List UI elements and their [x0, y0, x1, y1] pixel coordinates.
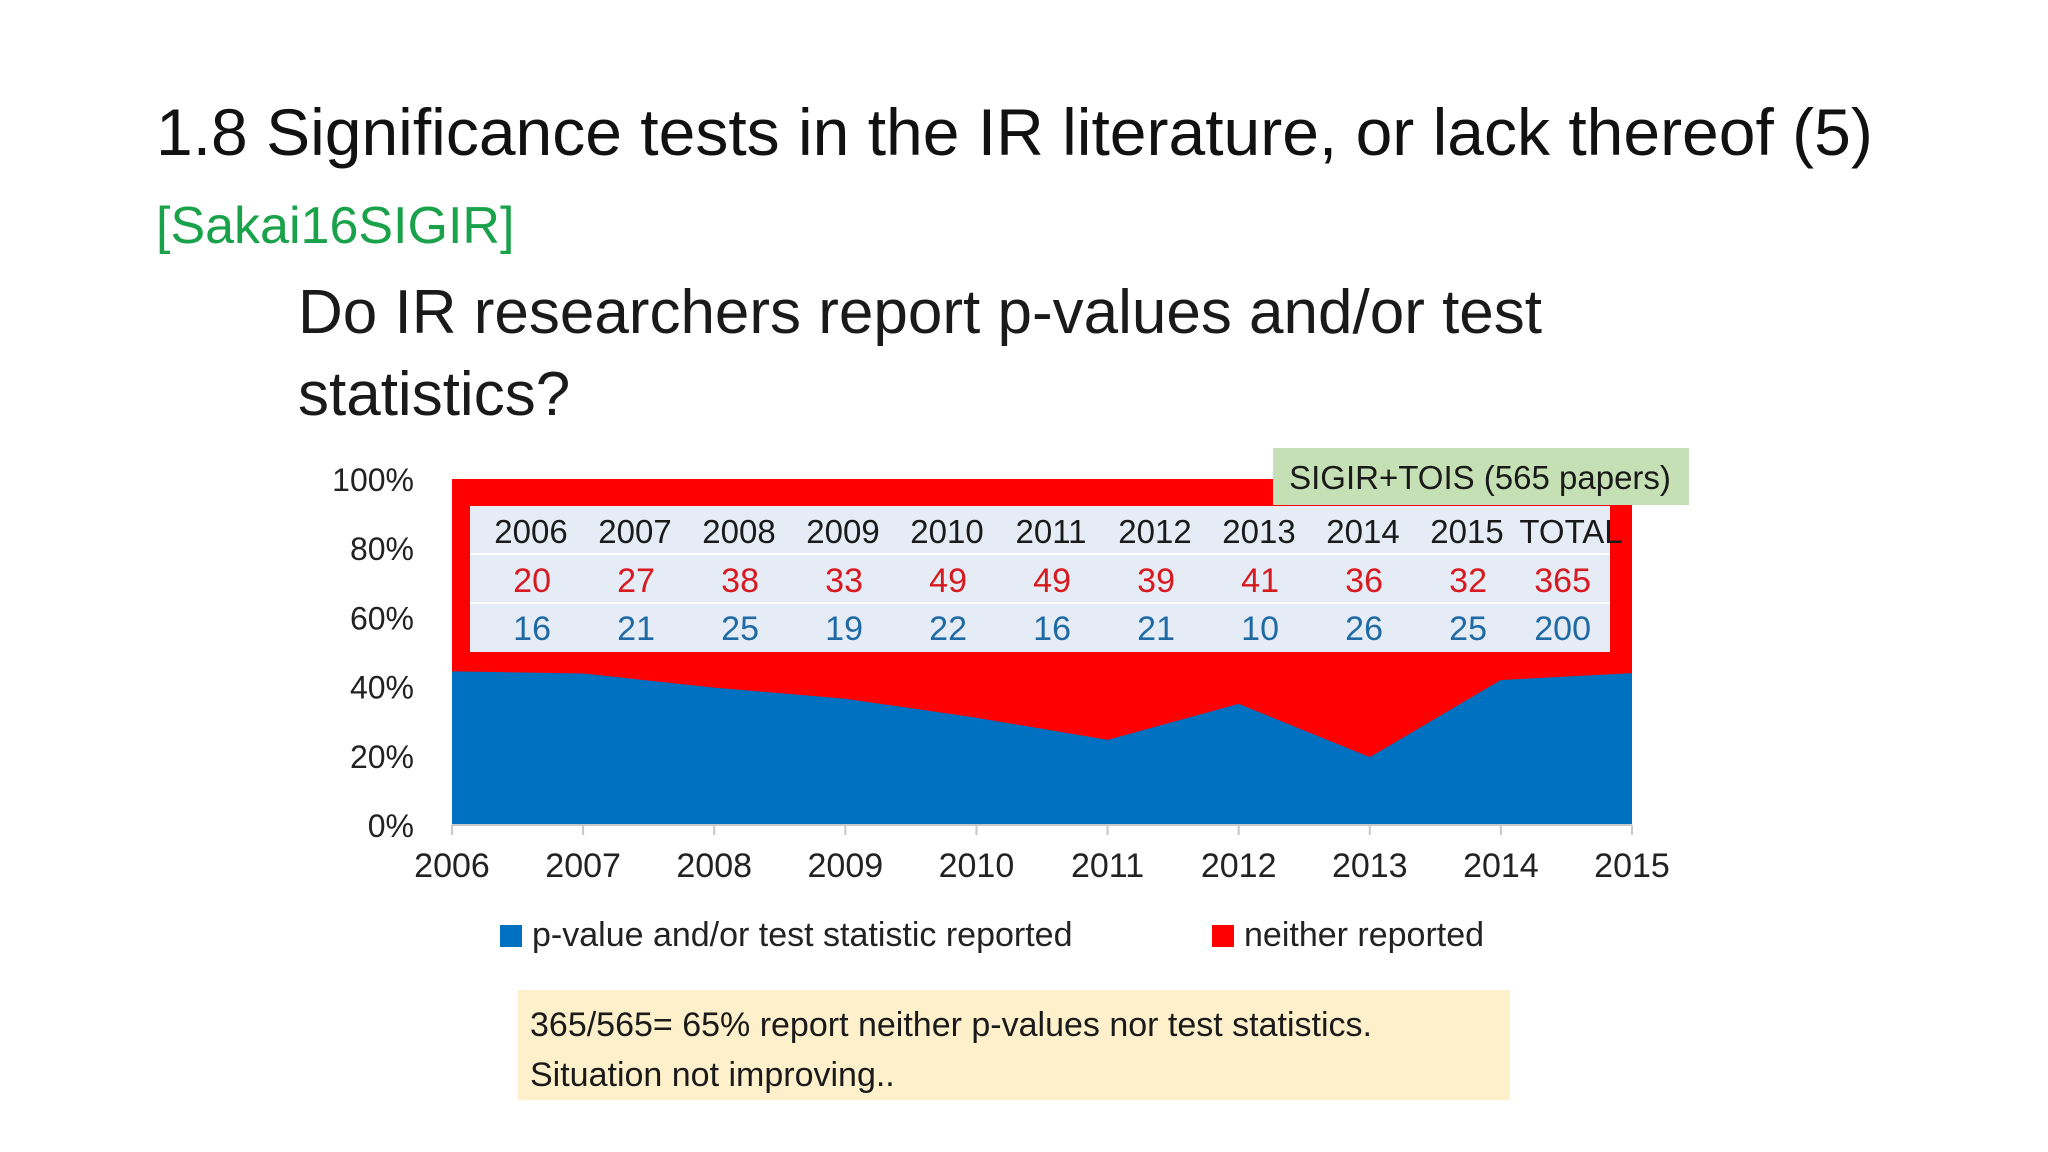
citation: [Sakai16SIGIR]	[156, 197, 515, 255]
table-header-cell: 2006	[494, 513, 567, 550]
table-neither-cell: 41	[1241, 562, 1279, 600]
table-neither-cell: 49	[929, 562, 967, 600]
y-tick-label: 80%	[350, 531, 414, 567]
papers-tag-background	[1273, 448, 1689, 505]
y-tick-label: 0%	[368, 808, 414, 844]
callout-line-1: 365/565= 65% report neither p-values nor…	[530, 1006, 1372, 1044]
legend-label-neither: neither reported	[1244, 916, 1485, 954]
y-tick-label: 60%	[350, 600, 414, 636]
legend-reported: p-value and/or test statistic reported	[500, 916, 1073, 955]
data-table-background	[470, 506, 1610, 652]
x-tick-label: 2015	[1594, 847, 1670, 885]
x-tick-label: 2014	[1463, 847, 1539, 885]
table-neither-cell: 365	[1534, 562, 1591, 600]
x-tick-label: 2010	[939, 847, 1015, 885]
table-reported-cell: 21	[1137, 610, 1175, 648]
table-reported-cell: 200	[1534, 610, 1591, 648]
callout-box: 365/565= 65% report neither p-values nor…	[518, 990, 1510, 1100]
table-reported-cell: 25	[721, 610, 759, 648]
table-neither-cell: 39	[1137, 562, 1175, 600]
legend-swatch-neither	[1212, 924, 1234, 947]
table-reported-cell: 16	[513, 610, 551, 648]
papers-tag-label: SIGIR+TOIS (565 papers)	[1289, 459, 1671, 496]
table-header-cell: 2013	[1222, 513, 1295, 550]
area-reported	[452, 671, 1632, 825]
table-header-cell: 2008	[702, 513, 775, 550]
table-header-cell: 2014	[1326, 513, 1399, 550]
table-neither-cell: 27	[617, 562, 655, 600]
legend-swatch-reported	[500, 924, 522, 947]
x-tick-label: 2009	[808, 847, 884, 885]
x-tick-label: 2011	[1071, 847, 1144, 885]
table-neither-cell: 33	[825, 562, 863, 600]
table-header-cell: 2011	[1016, 513, 1087, 550]
table-reported-cell: 16	[1033, 610, 1071, 648]
table-neither-cell: 49	[1033, 562, 1071, 600]
table-neither-cell: 20	[513, 562, 551, 600]
table-reported-cell: 25	[1449, 610, 1487, 648]
x-tick-label: 2006	[414, 847, 490, 885]
table-header-cell: TOTAL	[1519, 513, 1622, 550]
x-tick-label: 2012	[1201, 847, 1277, 885]
table-header-cell: 2015	[1430, 513, 1503, 550]
slide-title-text: 1.8 Significance tests in the IR literat…	[156, 95, 1873, 169]
callout-line-2: Situation not improving..	[530, 1056, 895, 1094]
table-neither-cell: 38	[721, 562, 759, 600]
table-neither-cell: 32	[1449, 562, 1487, 600]
x-tick-label: 2013	[1332, 847, 1408, 885]
table-reported-cell: 10	[1241, 610, 1279, 648]
y-tick-label: 100%	[332, 462, 414, 498]
y-tick-label: 20%	[350, 739, 414, 775]
legend-neither: neither reported	[1212, 916, 1484, 955]
slide-title: 1.8 Significance tests in the IR literat…	[156, 88, 1976, 270]
legend-label-reported: p-value and/or test statistic reported	[532, 916, 1073, 954]
y-tick-label: 40%	[350, 670, 414, 706]
table-reported-cell: 21	[617, 610, 655, 648]
x-tick-label: 2007	[545, 847, 621, 885]
table-reported-cell: 19	[825, 610, 863, 648]
table-header-cell: 2012	[1118, 513, 1191, 550]
chart-question: Do IR researchers report p-values and/or…	[298, 278, 1542, 429]
x-tick-label: 2008	[676, 847, 752, 885]
table-neither-cell: 36	[1345, 562, 1383, 600]
table-header-cell: 2010	[910, 513, 983, 550]
table-header-cell: 2009	[806, 513, 879, 550]
table-header-cell: 2007	[598, 513, 671, 550]
table-reported-cell: 22	[929, 610, 967, 648]
table-reported-cell: 26	[1345, 610, 1383, 648]
